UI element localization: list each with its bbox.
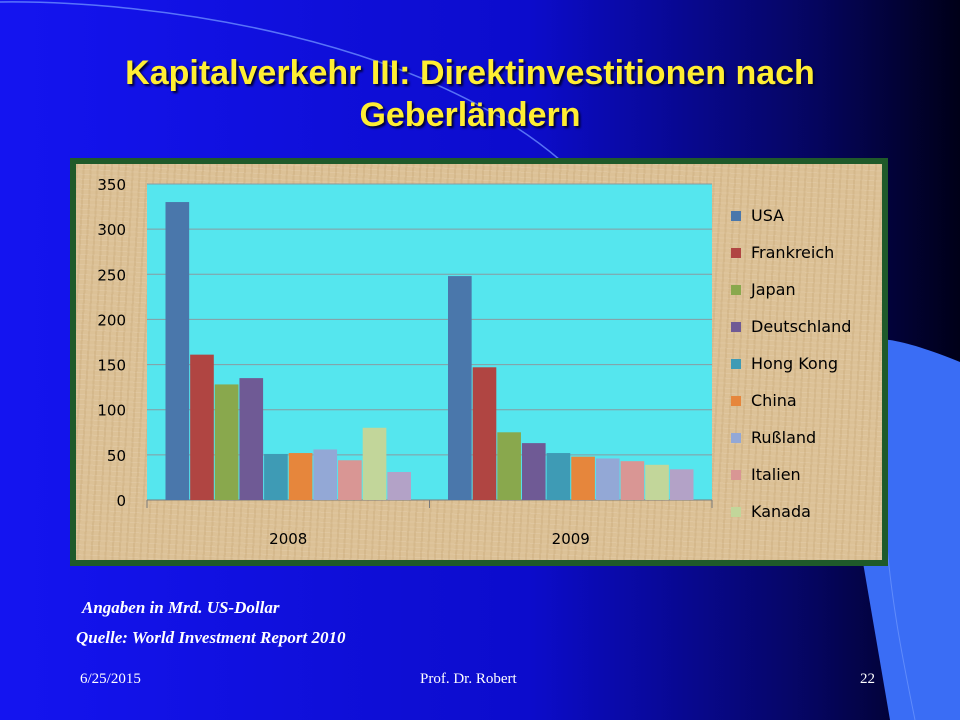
legend-label: Rußland — [751, 428, 816, 447]
x-tick-label: 2008 — [269, 530, 307, 548]
bar — [521, 443, 546, 500]
x-tick-label: 2009 — [552, 530, 590, 548]
bar — [264, 453, 288, 500]
slide-title: Kapitalverkehr III: Direktinvestitionen … — [125, 54, 815, 134]
legend-swatch — [731, 248, 741, 258]
legend-label: Italien — [751, 465, 801, 484]
legend-swatch — [731, 359, 741, 369]
footer-author: Prof. Dr. Robert — [420, 671, 517, 687]
y-tick-label: 100 — [97, 402, 126, 420]
bar — [497, 432, 521, 500]
bar — [362, 427, 387, 500]
legend-label: China — [751, 391, 797, 410]
bar — [620, 461, 645, 500]
legend-swatch — [731, 507, 741, 517]
bar — [669, 469, 694, 500]
footer-date: 6/25/2015 — [80, 671, 141, 687]
units-note: Angaben in Mrd. US-Dollar — [82, 598, 280, 617]
y-tick-label: 200 — [97, 311, 126, 329]
bar — [338, 460, 362, 500]
bar — [239, 378, 264, 500]
bar — [214, 384, 239, 500]
y-tick-label: 350 — [97, 176, 126, 194]
bar — [448, 276, 472, 500]
y-tick-label: 300 — [97, 221, 126, 239]
y-tick-label: 0 — [116, 492, 126, 510]
bar — [571, 456, 595, 500]
legend-swatch — [731, 285, 741, 295]
legend-swatch — [731, 396, 741, 406]
legend-label: Kanada — [751, 502, 811, 521]
legend-label: Japan — [750, 280, 796, 299]
y-tick-label: 150 — [97, 357, 126, 375]
legend-swatch — [731, 322, 741, 332]
bar — [387, 472, 411, 500]
bar — [313, 449, 338, 500]
bar — [546, 453, 571, 500]
bar — [595, 458, 620, 500]
legend-label: USA — [751, 206, 784, 225]
y-tick-label: 50 — [107, 447, 126, 465]
y-tick-label: 250 — [97, 266, 126, 284]
source-note: Quelle: World Investment Report 2010 — [76, 628, 346, 647]
bar — [645, 464, 669, 500]
bar — [472, 367, 497, 500]
bar — [288, 453, 313, 500]
legend-swatch — [731, 433, 741, 443]
legend-label: Deutschland — [751, 317, 851, 336]
legend-label: Hong Kong — [751, 354, 838, 373]
footer-page-number: 22 — [860, 671, 875, 687]
bar — [190, 354, 214, 500]
legend-label: Frankreich — [751, 243, 834, 262]
bar — [165, 202, 190, 501]
legend-swatch — [731, 211, 741, 221]
legend-swatch — [731, 470, 741, 480]
